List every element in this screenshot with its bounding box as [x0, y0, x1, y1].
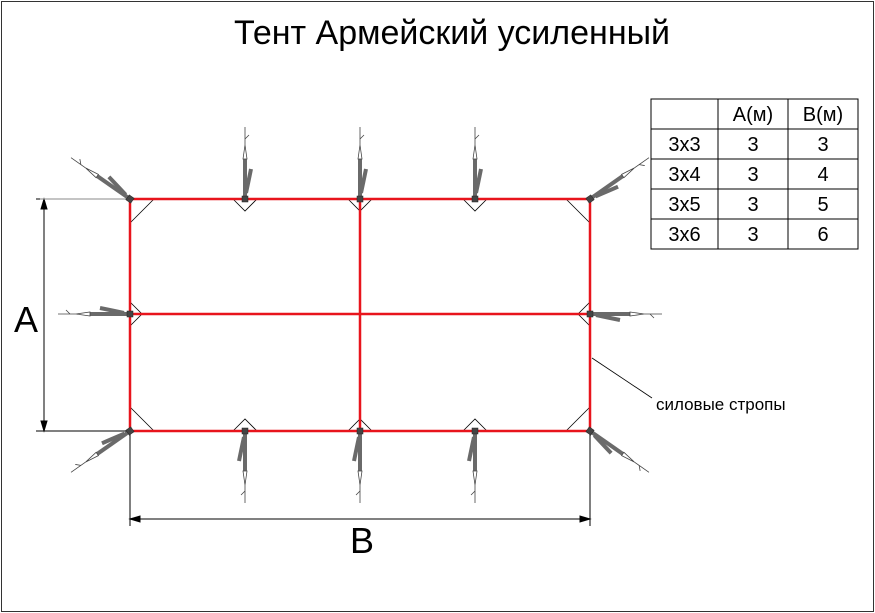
table-cell: 3x6	[668, 224, 700, 246]
guy-rope	[586, 310, 662, 322]
table-cell: 3	[747, 194, 758, 216]
table-header: B(м)	[803, 104, 843, 126]
buckle-icon	[125, 426, 135, 436]
buckle-icon	[126, 310, 134, 318]
table-cell: 3x3	[668, 134, 700, 156]
table-cell: 3	[747, 134, 758, 156]
guy-rope	[471, 127, 483, 203]
table-cell: 3	[747, 164, 758, 186]
guy-rope	[70, 426, 135, 473]
buckle-icon	[585, 194, 595, 204]
dimension-a	[36, 197, 130, 433]
guy-rope	[585, 157, 650, 204]
dimension-b-label: B	[350, 520, 374, 561]
guy-rope	[585, 426, 650, 473]
guy-rope	[467, 427, 479, 503]
annotation-leader	[591, 357, 653, 399]
guy-rope	[356, 127, 368, 203]
buckle-icon	[585, 426, 595, 436]
table-cell: 3x5	[668, 194, 700, 216]
patch	[232, 198, 258, 212]
buckle-icon	[471, 427, 479, 435]
table-cell: 5	[817, 194, 828, 216]
patch	[129, 406, 155, 432]
patch	[462, 198, 488, 212]
buckle-icon	[125, 194, 135, 204]
buckle-icon	[241, 427, 249, 435]
guy-ropes	[58, 127, 662, 503]
guy-rope	[241, 127, 253, 203]
size-table: A(м) B(м) 3x3 3 3 3x4 3 4 3x5 3 5 3x6 3 6	[650, 98, 859, 250]
patch	[462, 418, 488, 432]
patch	[565, 406, 591, 432]
guy-rope	[237, 427, 249, 503]
patch	[565, 198, 591, 224]
guy-rope	[352, 427, 364, 503]
buckle-icon	[471, 195, 479, 203]
buckle-icon	[241, 195, 249, 203]
table-cell: 4	[817, 164, 828, 186]
patch	[232, 418, 258, 432]
guy-rope	[58, 306, 134, 318]
table-cell: 3x4	[668, 164, 700, 186]
buckle-icon	[356, 195, 364, 203]
table-cell: 3	[817, 134, 828, 156]
buckle-icon	[356, 427, 364, 435]
diagram-title: Тент Армейский усиленный	[234, 14, 670, 52]
power-straps	[128, 197, 592, 433]
patch	[129, 198, 155, 224]
guy-rope	[70, 157, 135, 204]
table-cell: 6	[817, 224, 828, 246]
dimension-b	[128, 431, 592, 526]
buckle-icon	[586, 310, 594, 318]
dimension-a-label: A	[14, 299, 38, 340]
table-header: A(м)	[733, 104, 773, 126]
table-cell: 3	[747, 224, 758, 246]
annotation-power-straps: силовые стропы	[656, 395, 786, 414]
